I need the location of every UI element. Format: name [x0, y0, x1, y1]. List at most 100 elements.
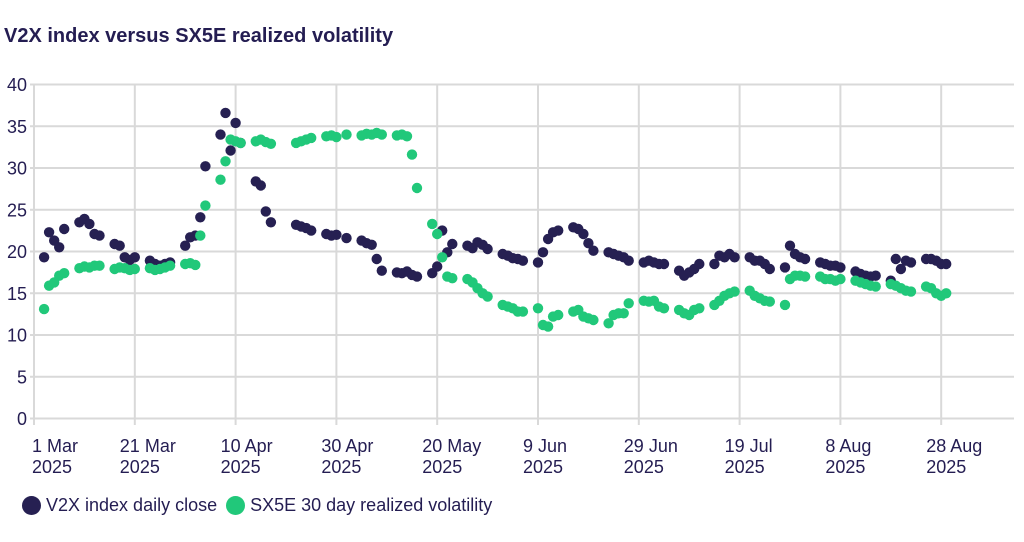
- v2x-point: [553, 225, 564, 236]
- y-tick-label: 35: [7, 117, 27, 137]
- v2x-point: [43, 227, 55, 238]
- rv-point: [588, 314, 599, 326]
- v2x-point: [306, 225, 317, 236]
- x-axis-labels: 1 Mar 2025 21 Mar 2025 10 Apr 2025 30 Apr 2025 2…: [32, 436, 982, 477]
- v2x-point: [537, 247, 549, 258]
- v2x-point: [623, 255, 634, 266]
- rv-point: [195, 230, 206, 241]
- rv-point: [427, 218, 438, 230]
- v2x-point: [371, 253, 382, 265]
- v2x-point: [799, 253, 811, 265]
- v2x-point: [905, 257, 917, 268]
- y-tick-label: 30: [7, 159, 27, 179]
- rv-point: [542, 321, 554, 332]
- rv-point: [411, 182, 423, 194]
- x-tick-label: 21 Mar 2025: [120, 436, 176, 477]
- v2x-point: [482, 243, 493, 255]
- rv-point: [482, 291, 493, 302]
- v2x-point: [376, 265, 387, 276]
- vertical-gridlines: [33, 84, 943, 425]
- v2x-point: [341, 232, 352, 244]
- v2x-point: [114, 240, 125, 251]
- v2x-point: [225, 145, 236, 156]
- v2x-point: [890, 253, 901, 265]
- v2x-point: [180, 240, 191, 251]
- rv-point: [618, 308, 629, 319]
- y-tick-label: 40: [7, 75, 27, 95]
- v2x-point: [784, 240, 796, 251]
- x-tick-label: 1 Mar 2025: [32, 436, 78, 477]
- rv-point: [623, 298, 634, 309]
- y-axis-labels: 0 5 10 15 20 25 30 35 40: [7, 75, 27, 429]
- x-tick-label: 20 May 2025: [422, 436, 481, 477]
- v2x-point: [835, 262, 846, 273]
- rv-point: [401, 131, 413, 142]
- rv-point: [38, 303, 50, 315]
- rv-series: [38, 127, 952, 332]
- v2x-point: [779, 262, 791, 273]
- v2x-point: [764, 263, 775, 275]
- rv-point: [190, 259, 201, 271]
- x-tick-label: 8 Aug 2025: [825, 436, 871, 477]
- x-tick-label: 30 Apr 2025: [321, 436, 373, 477]
- v2x-point: [411, 271, 423, 282]
- y-tick-label: 25: [7, 200, 27, 220]
- rv-point: [406, 149, 418, 160]
- rv-point: [432, 228, 443, 240]
- v2x-point: [215, 129, 226, 140]
- v2x-series: [38, 107, 952, 286]
- v2x-point: [220, 107, 231, 119]
- legend: V2X index daily close SX5E 30 day realiz…: [22, 495, 492, 516]
- x-tick-label: 19 Jul 2025: [725, 436, 773, 477]
- v2x-point: [265, 217, 277, 228]
- legend-label-rv: SX5E 30 day realized volatility: [250, 495, 493, 515]
- rv-point: [215, 174, 226, 185]
- v2x-point: [366, 239, 377, 250]
- x-tick-label: 29 Jun 2025: [624, 436, 678, 477]
- rv-point: [603, 318, 614, 329]
- rv-point: [235, 137, 246, 149]
- rv-point: [220, 156, 231, 167]
- v2x-point: [129, 252, 140, 263]
- rv-point: [164, 260, 176, 271]
- v2x-point: [58, 223, 70, 235]
- x-tick-label: 28 Aug 2025: [926, 436, 982, 477]
- rv-series-swatch: [226, 496, 246, 515]
- y-tick-label: 15: [7, 284, 27, 304]
- rv-point: [447, 273, 458, 284]
- rv-point: [94, 260, 105, 271]
- y-tick-label: 0: [17, 409, 27, 429]
- y-tick-label: 10: [7, 326, 27, 346]
- v2x-point: [895, 263, 907, 275]
- rv-point: [658, 303, 670, 314]
- v2x-point: [94, 230, 105, 241]
- v2x-point: [260, 206, 271, 217]
- rv-point: [306, 132, 317, 144]
- y-tick-label: 5: [17, 367, 27, 387]
- v2x-point: [195, 212, 206, 223]
- v2x-point: [709, 258, 720, 270]
- rv-point: [694, 303, 705, 314]
- v2x-point: [729, 252, 740, 263]
- legend-item-v2x: V2X index daily close: [22, 495, 217, 516]
- rv-point: [905, 286, 917, 297]
- rv-point: [799, 271, 811, 282]
- rv-point: [729, 286, 740, 297]
- x-tick-label: 10 Apr 2025: [221, 436, 273, 477]
- rv-point: [532, 303, 544, 314]
- rv-point: [58, 268, 70, 279]
- rv-point: [265, 138, 277, 149]
- v2x-point: [230, 117, 241, 129]
- v2x-point: [532, 257, 544, 268]
- v2x-point: [432, 261, 443, 272]
- v2x-point: [331, 229, 342, 240]
- rv-point: [553, 309, 564, 321]
- v2x-point: [517, 255, 529, 266]
- v2x-point: [38, 252, 50, 263]
- v2x-point: [84, 218, 95, 230]
- v2x-point: [588, 245, 599, 256]
- legend-label-v2x: V2X index daily close: [46, 495, 218, 515]
- v2x-point: [694, 258, 705, 270]
